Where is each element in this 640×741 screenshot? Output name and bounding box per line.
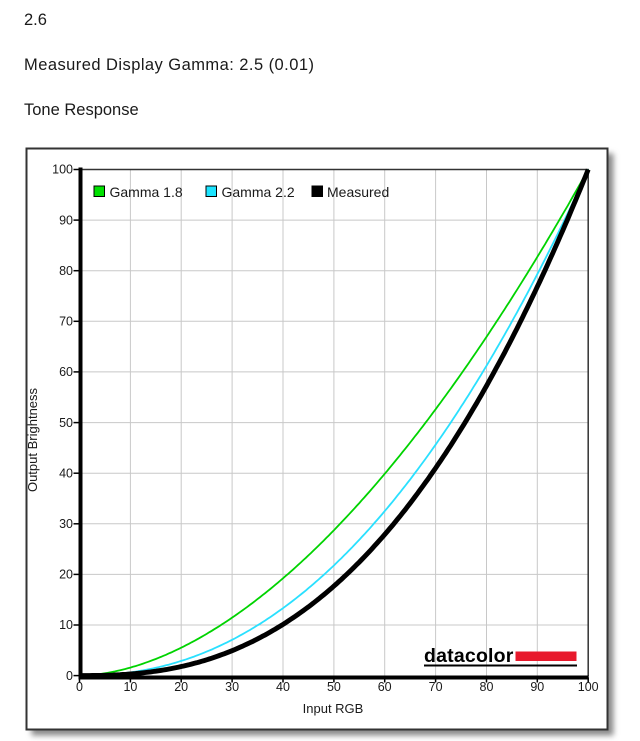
svg-text:Gamma 2.2: Gamma 2.2 [222,184,295,200]
svg-text:40: 40 [276,680,290,694]
svg-text:20: 20 [174,680,188,694]
svg-text:90: 90 [59,213,73,227]
svg-text:Measured Display Gamma: 2.5 (0: Measured Display Gamma: 2.5 (0.01) [24,56,314,74]
svg-text:Gamma 1.8: Gamma 1.8 [110,184,183,200]
svg-text:30: 30 [225,680,239,694]
svg-text:0: 0 [76,680,83,694]
svg-text:datacolor: datacolor [424,645,514,667]
svg-text:30: 30 [59,517,73,531]
svg-text:20: 20 [59,568,73,582]
svg-text:Measured: Measured [327,184,389,200]
svg-text:2.6: 2.6 [24,11,47,29]
svg-text:50: 50 [327,680,341,694]
svg-text:70: 70 [429,680,443,694]
svg-text:10: 10 [123,680,137,694]
svg-text:Tone Response: Tone Response [24,101,139,119]
svg-text:70: 70 [59,315,73,329]
svg-text:80: 80 [59,264,73,278]
svg-text:0: 0 [66,669,73,683]
svg-text:Output Brightness: Output Brightness [25,387,40,492]
svg-text:50: 50 [59,416,73,430]
svg-text:60: 60 [378,680,392,694]
svg-text:60: 60 [59,365,73,379]
svg-text:90: 90 [530,680,544,694]
svg-text:100: 100 [578,680,599,694]
svg-text:80: 80 [480,680,494,694]
svg-text:Input RGB: Input RGB [303,701,364,716]
svg-text:100: 100 [52,163,73,177]
svg-text:40: 40 [59,466,73,480]
svg-text:10: 10 [59,618,73,632]
